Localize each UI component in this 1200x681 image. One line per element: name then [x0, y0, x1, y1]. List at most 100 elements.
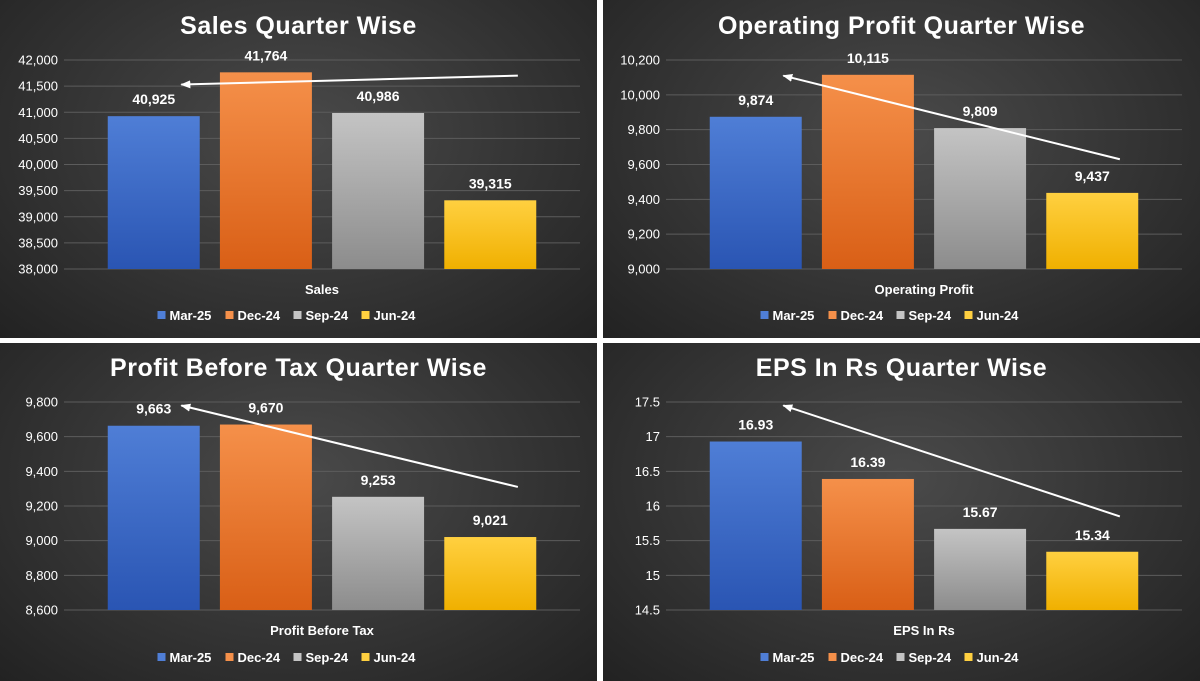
chart-svg: EPS In Rs Quarter Wise 14.5 15 15.5 16 16.5 17… [635, 354, 1182, 665]
legend-label: Dec-24 [238, 308, 281, 323]
legend-label: Dec-24 [841, 308, 884, 323]
data-label: 9,663 [136, 401, 171, 417]
legend-swatch [361, 311, 370, 319]
bar [219, 424, 312, 610]
y-tick-label: 40,000 [18, 157, 58, 172]
trend-arrow [180, 403, 519, 488]
bar [821, 74, 914, 269]
y-tick-label: 41,000 [18, 105, 58, 120]
data-label: 16.93 [738, 417, 773, 433]
legend-swatch [896, 311, 905, 319]
data-label: 39,315 [469, 175, 512, 191]
chart-title: Operating Profit Quarter Wise [718, 12, 1085, 40]
bar [332, 496, 425, 610]
y-tick-label: 9,000 [25, 533, 58, 548]
y-tick-label: 39,500 [18, 183, 58, 198]
y-tick-label: 17 [646, 429, 660, 444]
bar [444, 200, 537, 269]
y-tick-label: 16 [646, 499, 660, 514]
bar [107, 116, 200, 269]
bar [444, 537, 537, 610]
data-label: 9,253 [361, 472, 396, 488]
legend-swatch [361, 653, 370, 661]
bar [219, 72, 312, 270]
x-axis-label: Operating Profit [875, 282, 975, 297]
legend-swatch [157, 311, 166, 319]
legend-swatch [828, 653, 837, 661]
y-tick-label: 10,000 [620, 87, 660, 102]
y-tick-label: 9,200 [25, 499, 58, 514]
y-tick-label: 15 [646, 568, 660, 583]
y-tick-label: 38,500 [18, 235, 58, 250]
legend-label: Dec-24 [841, 650, 884, 665]
legend-swatch [225, 311, 234, 319]
y-tick-label: 41,500 [18, 79, 58, 94]
legend-swatch [157, 653, 166, 661]
bar [934, 128, 1027, 269]
x-axis-label: Sales [305, 282, 339, 297]
y-tick-label: 8,600 [25, 603, 58, 618]
bar [821, 478, 914, 610]
bar [107, 425, 200, 610]
bar [332, 112, 425, 269]
chart-panel: Operating Profit Quarter Wise 9,000 9,200 9… [603, 0, 1200, 338]
bar [709, 116, 802, 269]
data-label: 9,670 [248, 400, 283, 416]
data-label: 15.34 [1075, 527, 1110, 543]
y-tick-label: 9,000 [627, 262, 660, 277]
data-label: 9,021 [473, 512, 508, 528]
legend-swatch [293, 311, 302, 319]
chart-title: EPS In Rs Quarter Wise [756, 354, 1047, 382]
legend-label: Sep-24 [306, 308, 349, 323]
legend-label: Dec-24 [238, 650, 281, 665]
y-tick-label: 16.5 [635, 464, 660, 479]
legend-label: Mar-25 [170, 308, 212, 323]
chart-panel: Sales Quarter Wise 38,000 38,500 39,000 39,5… [0, 0, 597, 338]
data-label: 9,437 [1075, 168, 1110, 184]
data-label: 9,874 [738, 92, 773, 108]
data-label: 40,986 [357, 88, 400, 104]
legend-label: Jun-24 [977, 308, 1020, 323]
legend-label: Sep-24 [306, 650, 349, 665]
data-label: 40,925 [132, 91, 175, 107]
y-tick-label: 9,800 [25, 395, 58, 410]
y-tick-label: 40,500 [18, 131, 58, 146]
legend-swatch [293, 653, 302, 661]
legend-swatch [760, 311, 769, 319]
legend-swatch [760, 653, 769, 661]
trend-arrow [782, 73, 1121, 161]
y-tick-label: 8,800 [25, 568, 58, 583]
bar [709, 441, 802, 610]
legend-label: Jun-24 [977, 650, 1020, 665]
y-tick-label: 9,800 [627, 122, 660, 137]
x-axis-label: Profit Before Tax [270, 623, 375, 638]
y-tick-label: 38,000 [18, 262, 58, 277]
bar [1046, 192, 1139, 269]
x-axis-label: EPS In Rs [893, 623, 954, 638]
legend-label: Sep-24 [909, 650, 952, 665]
y-tick-label: 10,200 [620, 53, 660, 68]
y-tick-label: 42,000 [18, 53, 58, 68]
bar [934, 528, 1027, 610]
data-label: 16.39 [850, 454, 885, 470]
y-tick-label: 17.5 [635, 395, 660, 410]
legend-swatch [225, 653, 234, 661]
legend-swatch [828, 311, 837, 319]
trend-arrow [782, 404, 1121, 518]
legend-label: Sep-24 [909, 308, 952, 323]
legend-swatch [964, 653, 973, 661]
y-tick-label: 9,400 [627, 192, 660, 207]
chart-title: Sales Quarter Wise [180, 12, 417, 40]
chart-panel: Profit Before Tax Quarter Wise 8,600 8,800… [0, 343, 597, 681]
y-tick-label: 15.5 [635, 533, 660, 548]
legend-swatch [896, 653, 905, 661]
y-tick-label: 9,600 [25, 429, 58, 444]
legend-label: Jun-24 [374, 308, 417, 323]
chart-svg: Profit Before Tax Quarter Wise 8,600 8,800… [25, 354, 580, 665]
chart-panel: EPS In Rs Quarter Wise 14.5 15 15.5 16 16.5 17… [603, 343, 1200, 681]
trend-arrow [180, 74, 518, 89]
y-tick-label: 9,400 [25, 464, 58, 479]
y-tick-label: 9,200 [627, 227, 660, 242]
bar [1046, 551, 1139, 610]
